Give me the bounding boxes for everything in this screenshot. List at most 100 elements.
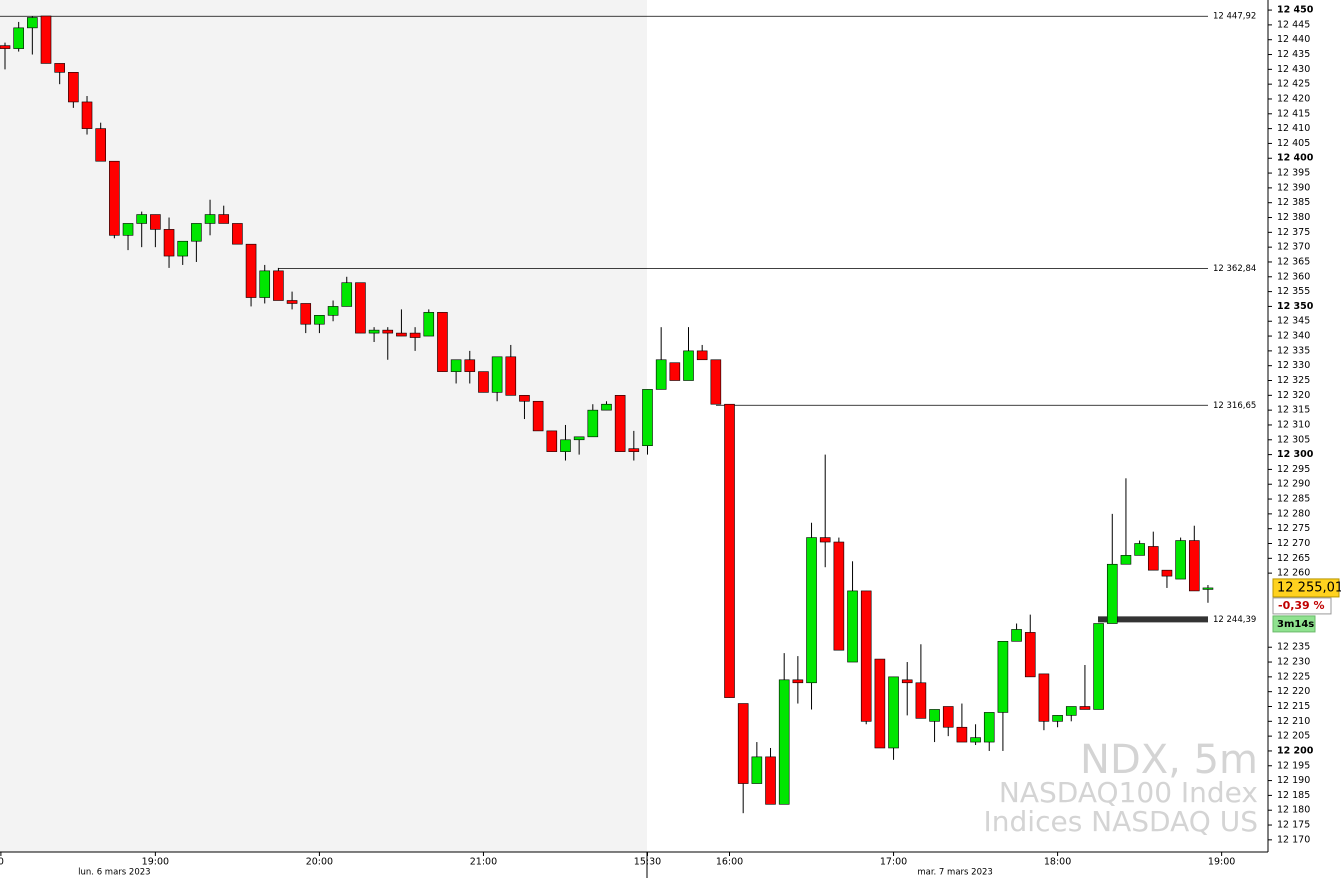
y-tick-label: 12 295 xyxy=(1277,464,1310,475)
y-tick-label: 12 190 xyxy=(1277,775,1310,786)
y-tick-label: 12 195 xyxy=(1277,760,1310,771)
candle-body xyxy=(368,329,380,334)
y-tick-label: 12 275 xyxy=(1277,523,1310,534)
y-tick-label: 12 230 xyxy=(1277,657,1310,668)
candle-body xyxy=(847,590,858,663)
y-tick-label: 12 445 xyxy=(1277,19,1310,30)
candle-body xyxy=(819,537,831,543)
candle-body xyxy=(1175,540,1186,580)
x-tick-label: 19:00 xyxy=(1208,857,1235,868)
candle-body xyxy=(95,128,106,162)
y-tick-label: 12 350 xyxy=(1277,301,1314,312)
price-badge xyxy=(1272,578,1340,598)
candle-body xyxy=(1038,673,1050,722)
candle-body xyxy=(382,329,394,334)
candle-body xyxy=(1120,555,1132,565)
candle-body xyxy=(300,303,312,325)
candle-body xyxy=(860,590,872,722)
level-label: 12 244,39 xyxy=(1213,615,1256,625)
candle-body xyxy=(314,315,325,325)
watermark-symbol: NDX, 5m xyxy=(1080,737,1258,783)
candle-body xyxy=(1202,587,1214,590)
candle-body xyxy=(437,312,448,372)
level-label: 12 316,65 xyxy=(1213,401,1256,411)
price-badge-label: 12 255,01 xyxy=(1277,580,1341,595)
candle-body xyxy=(81,101,93,129)
y-tick-label: 12 425 xyxy=(1277,79,1310,90)
y-tick-label: 12 370 xyxy=(1277,242,1310,253)
candle-body xyxy=(710,359,722,405)
date-label: lun. 6 mars 2023 xyxy=(78,868,150,878)
change-badge xyxy=(1272,597,1332,615)
candle-body xyxy=(642,389,653,447)
y-tick-label: 12 205 xyxy=(1277,731,1310,742)
candle-body xyxy=(177,240,189,257)
x-tick-label: 17:00 xyxy=(880,857,907,868)
candle-body xyxy=(614,395,626,452)
candle-body xyxy=(901,679,913,684)
candle-body xyxy=(1188,540,1200,592)
y-tick-label: 12 175 xyxy=(1277,820,1310,831)
candle-body xyxy=(163,229,175,257)
y-tick-label: 12 390 xyxy=(1277,182,1310,193)
candle-body xyxy=(464,359,476,372)
candle-body xyxy=(956,726,968,743)
y-tick-label: 12 220 xyxy=(1277,686,1310,697)
y-tick-label: 12 310 xyxy=(1277,419,1310,430)
y-tick-label: 12 315 xyxy=(1277,405,1310,416)
candle-body xyxy=(191,223,202,242)
y-tick-label: 12 215 xyxy=(1277,701,1310,712)
candle-body xyxy=(27,17,38,29)
y-tick-label: 12 325 xyxy=(1277,375,1310,386)
candle-body xyxy=(983,712,995,743)
candle-body xyxy=(765,756,776,805)
y-tick-label: 12 320 xyxy=(1277,390,1310,401)
date-label: mar. 7 mars 2023 xyxy=(917,868,992,878)
y-tick-label: 12 210 xyxy=(1277,716,1310,727)
candle-body xyxy=(997,640,1009,713)
y-tick-label: 12 330 xyxy=(1277,360,1310,371)
y-tick-label: 12 280 xyxy=(1277,508,1310,519)
candle-body xyxy=(1011,629,1022,642)
y-tick-label: 12 410 xyxy=(1277,123,1310,134)
y-tick-label: 12 340 xyxy=(1277,331,1310,342)
y-tick-label: 12 180 xyxy=(1277,805,1310,816)
candle-body xyxy=(1093,623,1104,710)
candle-body xyxy=(874,658,886,749)
y-tick-label: 12 375 xyxy=(1277,227,1310,238)
candle-body xyxy=(888,676,899,749)
y-tick-label: 12 380 xyxy=(1277,212,1310,223)
y-tick-label: 12 400 xyxy=(1277,153,1314,164)
candle-body xyxy=(929,709,940,722)
countdown-label: 3m14s xyxy=(1277,619,1314,630)
candle-body xyxy=(532,400,544,432)
candle-body xyxy=(478,371,489,393)
y-tick-label: 12 285 xyxy=(1277,494,1310,505)
candle-body xyxy=(218,214,230,224)
candle-body xyxy=(286,300,298,304)
candle-body xyxy=(259,270,271,298)
candle-body xyxy=(1065,706,1077,716)
candle-body xyxy=(737,703,749,784)
y-tick-label: 12 435 xyxy=(1277,49,1310,60)
y-tick-label: 12 335 xyxy=(1277,345,1310,356)
candle-body xyxy=(546,430,558,452)
candle-body xyxy=(54,63,65,73)
candle-body xyxy=(245,243,257,298)
candle-body xyxy=(150,214,161,230)
y-tick-label: 12 235 xyxy=(1277,642,1310,653)
candle-body xyxy=(833,541,845,651)
y-tick-label: 12 360 xyxy=(1277,271,1310,282)
candle-body xyxy=(778,679,790,805)
y-tick-label: 12 385 xyxy=(1277,197,1310,208)
y-tick-label: 12 405 xyxy=(1277,138,1310,149)
candle-body xyxy=(396,332,407,337)
y-tick-label: 12 300 xyxy=(1277,449,1314,460)
x-tick-label: 20:00 xyxy=(306,857,333,868)
candle-body xyxy=(628,448,640,452)
y-tick-label: 12 170 xyxy=(1277,834,1310,845)
x-tick-label: 18:00 xyxy=(1044,857,1071,868)
candle-body xyxy=(669,362,681,381)
